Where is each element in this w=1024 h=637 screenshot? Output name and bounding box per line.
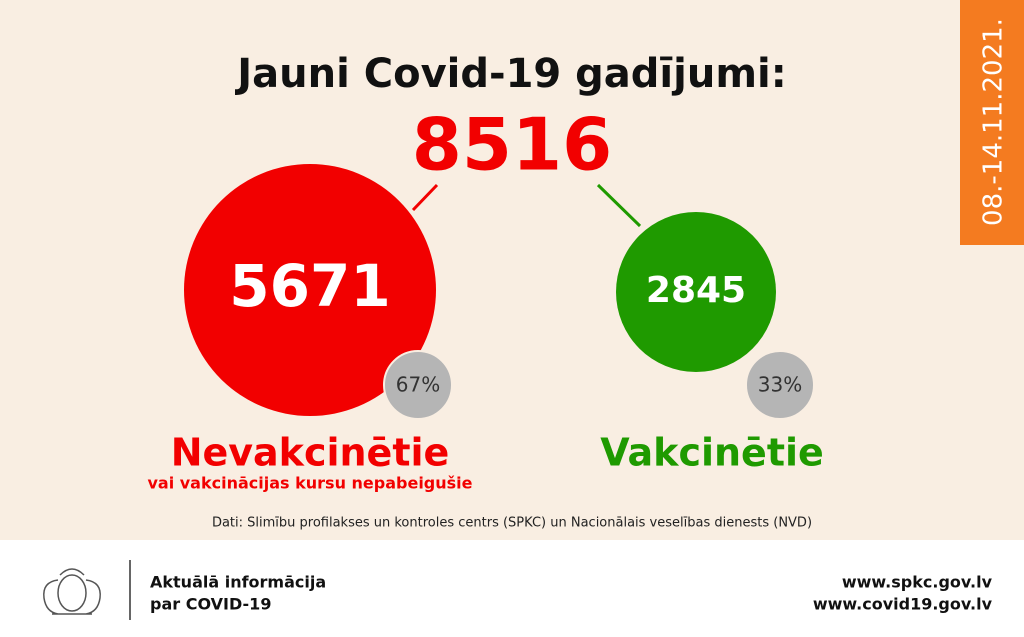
source: Dati: Slimību profilakses un kontroles c… <box>212 516 812 531</box>
group-name: Nevakcinētie <box>171 431 450 475</box>
background <box>0 0 1024 540</box>
connector <box>596 183 642 228</box>
footer-link[interactable]: www.spkc.gov.lv <box>842 573 993 592</box>
period: 08.-14.11.2021. <box>979 18 1009 226</box>
date-tab <box>960 0 1024 245</box>
share-circle <box>745 350 815 420</box>
unvaccinated-value: 5671 <box>229 252 390 320</box>
title: Jauni Covid-19 gadījumi: <box>234 51 786 97</box>
group-subtitle: vai vakcinācijas kursu nepabeigušie <box>147 474 472 493</box>
vaccinated-share: 33% <box>758 373 802 397</box>
footer-info: par COVID-19 <box>150 595 271 614</box>
footer-background <box>0 540 1024 637</box>
unvaccinated-circle <box>184 164 436 416</box>
connector <box>411 183 439 212</box>
total: 8516 <box>412 103 612 187</box>
share-circle <box>383 350 453 420</box>
group-name: Vakcinētie <box>600 431 824 475</box>
footer-info: Aktuālā informācija <box>150 573 326 592</box>
emblem <box>43 568 101 615</box>
footer-link[interactable]: www.covid19.gov.lv <box>813 595 993 614</box>
vaccinated-circle <box>616 212 776 372</box>
vaccinated-value: 2845 <box>646 270 746 311</box>
unvaccinated-share: 67% <box>396 373 440 397</box>
